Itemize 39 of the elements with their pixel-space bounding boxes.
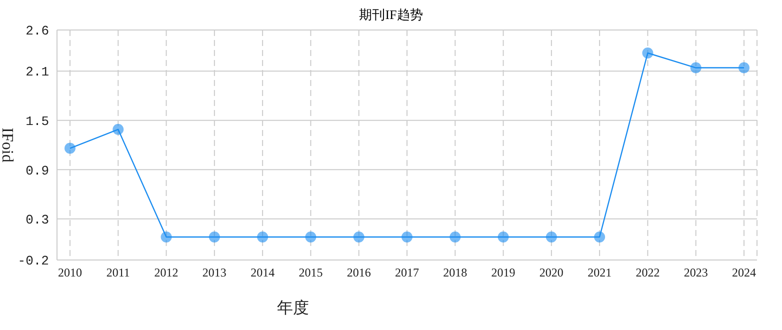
point xyxy=(642,48,654,58)
point xyxy=(690,62,702,74)
x-tick-label: 2018 xyxy=(443,266,468,280)
x-tick-label: 2012 xyxy=(154,266,178,280)
y-tick-label: 0.3 xyxy=(26,212,49,228)
point xyxy=(208,232,220,242)
x-tick-label: 2010 xyxy=(58,266,82,280)
x-tick-label: 2022 xyxy=(636,266,660,280)
x-tick-label: 2023 xyxy=(684,266,708,280)
x-tick-label: 2016 xyxy=(346,266,371,280)
point xyxy=(160,232,172,242)
point xyxy=(594,232,606,242)
point xyxy=(402,232,412,242)
chart-title: 期刊IF趋势 xyxy=(358,6,424,24)
point xyxy=(112,124,124,135)
point xyxy=(353,232,364,242)
x-tick-label: 2019 xyxy=(491,266,516,280)
point xyxy=(257,232,268,242)
x-tick-label: 2014 xyxy=(250,266,275,280)
y-axis-title: IFoid xyxy=(0,128,16,162)
point xyxy=(546,232,557,242)
x-tick-label: 2011 xyxy=(106,266,130,280)
point xyxy=(498,232,509,242)
y-tick-label: 2.6 xyxy=(26,24,49,39)
x-tick-label: 2013 xyxy=(202,266,226,280)
x-tick-label: 2024 xyxy=(732,266,756,280)
x-tick-label: 2021 xyxy=(588,266,612,280)
x-axis-title: 年度 xyxy=(277,299,309,317)
x-tick-label: 2015 xyxy=(298,266,323,280)
y-tick-label: 1.5 xyxy=(26,114,49,129)
point xyxy=(450,232,461,242)
point xyxy=(738,62,750,74)
point xyxy=(64,142,76,154)
y-tick-label: -0.2 xyxy=(18,254,49,269)
y-tick-label: 0.9 xyxy=(26,163,49,178)
x-tick-label: 2020 xyxy=(539,266,564,280)
y-tick-label: 2.1 xyxy=(26,64,50,80)
point xyxy=(305,232,316,242)
x-tick-label: 2017 xyxy=(395,266,419,280)
